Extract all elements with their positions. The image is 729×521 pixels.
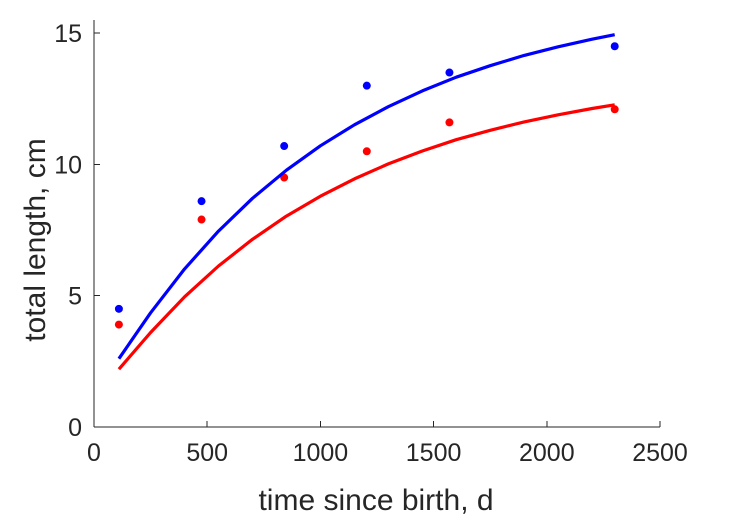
blue-data-point: [197, 197, 206, 206]
blue-fit-curve: [117, 33, 616, 360]
blue-data-point: [445, 68, 454, 77]
y-tick-label: 0: [68, 414, 82, 442]
y-axis-label: total length, cm: [19, 138, 52, 341]
red-data-point: [197, 215, 206, 224]
y-tick-label: 15: [54, 20, 82, 48]
y-tick-label: 5: [68, 283, 82, 311]
blue-data-point: [280, 142, 289, 151]
blue-data-point: [114, 304, 123, 313]
x-tick-label: 0: [87, 439, 101, 467]
x-tick-label: 1000: [293, 439, 349, 467]
x-tick-label: 1500: [406, 439, 462, 467]
red-data-point: [445, 118, 454, 127]
red-data-point: [114, 320, 123, 329]
blue-data-point: [362, 81, 371, 90]
y-tick-label: 10: [54, 151, 82, 179]
red-fit-curve: [117, 103, 615, 371]
blue-data-point: [610, 42, 619, 51]
x-tick-label: 2000: [519, 439, 575, 467]
x-tick-label: 2500: [632, 439, 688, 467]
red-data-point: [362, 147, 371, 156]
x-axis-label: time since birth, d: [258, 484, 493, 517]
x-tick-label: 500: [186, 439, 228, 467]
red-data-point: [610, 105, 619, 114]
plot-area: [114, 33, 619, 371]
axes: 0 500 1000 1500 2000 2500 0 5 10 15: [54, 20, 688, 467]
